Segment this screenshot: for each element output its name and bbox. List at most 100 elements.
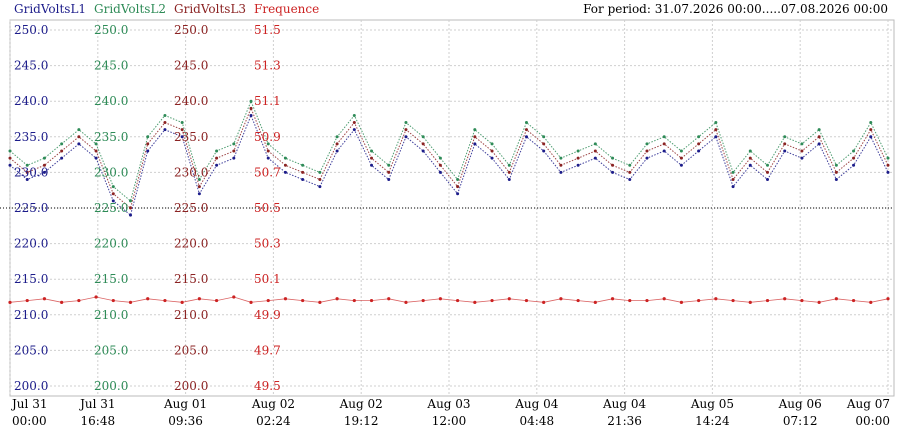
data-point-GridVoltsL3 [869,128,873,132]
data-point-GridVoltsL2 [283,156,287,160]
series-Frequence [8,295,890,304]
legend-entry: GridVoltsL1 [14,2,86,16]
data-point-GridVoltsL2 [645,142,649,146]
x-tick-label: 00:00 [12,414,47,428]
data-point-GridVoltsL3 [800,149,804,153]
y-tick-label: 51.3 [254,59,281,73]
data-point-GridVoltsL2 [25,163,29,167]
y-tick-label: 250.0 [94,23,128,37]
x-axis: Jul 31 00:00 Jul 31 16:48 Aug 01 09:36 Aug 02 0… [10,397,890,428]
data-point-GridVoltsL3 [129,206,133,210]
data-point-GridVoltsL3 [266,149,270,153]
data-point-GridVoltsL2 [8,149,12,153]
y-tick-label: 230.0 [14,165,48,179]
data-point-GridVoltsL3 [283,163,287,167]
y-tick-label: 51.1 [254,94,281,108]
data-point-GridVoltsL1 [697,149,701,153]
data-point-frequence [886,297,890,301]
data-point-GridVoltsL3 [215,156,219,160]
y-tick-label: 215.0 [174,272,208,286]
data-point-GridVoltsL3 [318,178,322,182]
data-point-GridVoltsL3 [146,142,150,146]
data-point-GridVoltsL2 [628,163,632,167]
y-tick-label: 51.5 [254,23,281,37]
data-point-GridVoltsL2 [473,128,477,132]
data-point-GridVoltsL3 [60,149,64,153]
data-point-GridVoltsL2 [370,149,374,153]
data-point-GridVoltsL1 [266,156,270,160]
y-tick-label: 230.0 [94,165,128,179]
legend: GridVoltsL1 GridVoltsL2 GridVoltsL3 Frequen… [14,2,319,16]
y-tick-label: 250.0 [174,23,208,37]
data-point-GridVoltsL2 [524,121,528,125]
data-point-GridVoltsL3 [111,192,115,196]
y-tick-label: 225.0 [14,201,48,215]
data-point-GridVoltsL2 [387,163,391,167]
y-tick-label: 235.0 [14,130,48,144]
data-point-GridVoltsL2 [60,142,64,146]
data-point-GridVoltsL2 [94,142,98,146]
data-point-GridVoltsL3 [628,170,632,174]
data-point-GridVoltsL1 [232,156,236,160]
y-tick-label: 49.5 [254,379,281,393]
data-point-GridVoltsL3 [180,128,184,132]
data-point-GridVoltsL2 [42,156,46,160]
data-point-GridVoltsL2 [852,149,856,153]
data-point-GridVoltsL2 [714,121,718,125]
data-point-GridVoltsL2 [542,135,546,139]
x-tick-label: Aug 01 [163,397,207,411]
y-tick-label: 215.0 [14,272,48,286]
y-tick-label: 235.0 [174,130,208,144]
x-tick-label: Aug 04 [602,397,647,411]
data-point-GridVoltsL3 [662,142,666,146]
data-point-GridVoltsL3 [611,163,615,167]
data-point-GridVoltsL2 [163,113,167,117]
data-point-GridVoltsL1 [318,185,322,189]
data-point-GridVoltsL3 [542,142,546,146]
data-point-GridVoltsL2 [301,163,305,167]
data-point-GridVoltsL2 [197,178,201,182]
data-point-GridVoltsL1 [800,156,804,160]
y-tick-label: 50.9 [254,130,281,144]
data-point-GridVoltsL1 [662,149,666,153]
x-tick-label: Aug 07 [846,397,890,411]
data-point-GridVoltsL2 [662,135,666,139]
data-point-GridVoltsL1 [25,178,29,182]
data-point-GridVoltsL2 [765,163,769,167]
y-tick-label: 245.0 [174,59,208,73]
data-point-GridVoltsL3 [8,156,12,160]
data-point-frequence [8,300,12,304]
data-point-GridVoltsL2 [834,163,838,167]
data-point-GridVoltsL1 [197,192,201,196]
data-point-GridVoltsL3 [593,149,597,153]
data-point-GridVoltsL2 [129,199,133,203]
x-tick-label: Jul 31 [10,397,47,411]
value-axes: 250.0 245.0 240.0 235.0 230.0 225.0 220.0 215.0… [14,23,281,393]
data-point-GridVoltsL2 [232,142,236,146]
x-tick-label: 09:36 [168,414,203,428]
x-tick-label: 21:36 [607,414,642,428]
data-point-GridVoltsL1 [456,192,460,196]
data-point-GridVoltsL3 [163,121,167,125]
data-point-GridVoltsL3 [404,128,408,132]
y-tick-label: 220.0 [174,237,208,251]
data-point-GridVoltsL1 [77,142,81,146]
legend-entry: GridVoltsL2 [94,2,166,16]
y-tick-label: 240.0 [94,94,128,108]
x-tick-label: Aug 02 [339,397,383,411]
series-GridVoltsL3 [8,106,890,210]
series-GridVoltsL2 [8,99,890,203]
data-point-GridVoltsL1 [783,149,787,153]
y-tick-label: 205.0 [174,343,208,357]
y-tick-label: 245.0 [94,59,128,73]
data-point-GridVoltsL1 [542,149,546,153]
data-point-GridVoltsL1 [180,135,184,139]
x-tick-label: Jul 31 [78,397,115,411]
data-point-GridVoltsL3 [77,135,81,139]
data-point-GridVoltsL3 [232,149,236,153]
data-point-GridVoltsL1 [421,149,425,153]
data-point-GridVoltsL2 [438,156,442,160]
data-point-GridVoltsL1 [163,128,167,132]
data-point-GridVoltsL3 [731,178,735,182]
